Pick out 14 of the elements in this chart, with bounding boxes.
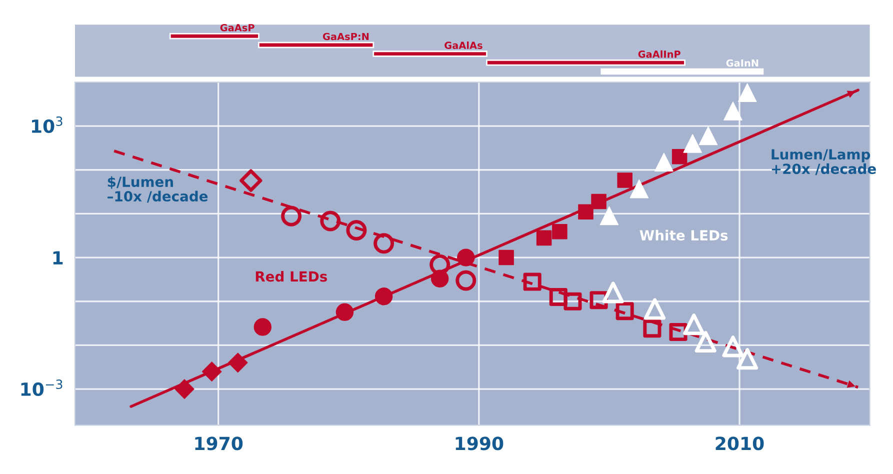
- annotation: GaAlInP: [638, 50, 680, 58]
- x-tick-label: 1970: [195, 436, 243, 450]
- y-tick-label: 10$^{−3}$: [21, 379, 62, 396]
- y-tick-label: 1: [53, 251, 63, 264]
- annotation: GaInN: [726, 59, 758, 67]
- annotation: GaAlAs: [444, 41, 482, 50]
- y-tick-label: 10$^{3}$: [32, 116, 62, 134]
- annotation: White LEDs: [640, 230, 728, 241]
- annotation: GaAsP:N: [322, 32, 369, 40]
- x-tick-label: 1990: [456, 436, 504, 450]
- annotation: Red LEDs: [256, 270, 327, 282]
- annotation: GaAsP: [220, 24, 254, 32]
- x-tick-label: 2010: [716, 436, 764, 450]
- annotation: $/Lumen –10x /decade: [108, 176, 208, 203]
